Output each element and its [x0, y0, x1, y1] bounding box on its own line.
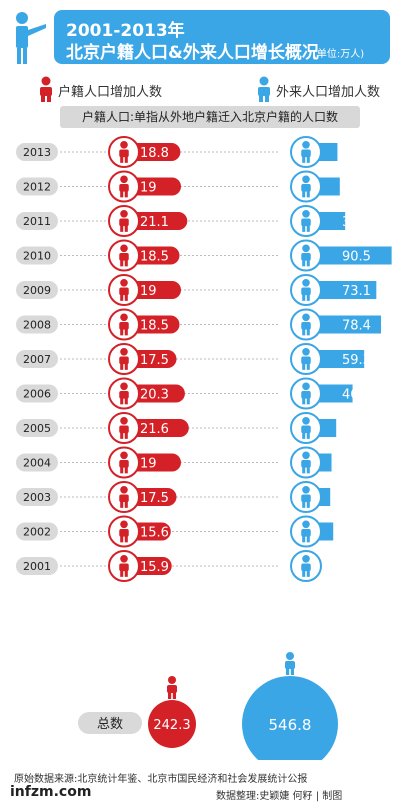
migrant-bar	[312, 246, 392, 265]
year-label: 2003	[23, 491, 51, 504]
year-pill	[16, 281, 58, 299]
migrant-value-label: 59.3	[342, 353, 371, 368]
registered-bar	[124, 419, 189, 437]
registered-value-label: 21.1	[140, 215, 169, 230]
registered-value-label: 18.8	[140, 146, 169, 161]
totals-pill	[78, 712, 142, 734]
row-2003: 2003 17.5 20.7	[16, 481, 371, 513]
migrant-bar	[312, 281, 377, 299]
registered-legend-icon	[40, 76, 52, 102]
migrant-value-label: 37.7	[342, 215, 371, 230]
year-pill	[16, 143, 58, 161]
registered-value-label: 20.3	[140, 388, 169, 403]
year-pill	[16, 212, 58, 230]
registered-value-label: 17.5	[140, 491, 169, 506]
totals-row: 总数 242.3 546.8	[78, 652, 338, 760]
presenter-icon	[16, 12, 46, 64]
title-banner	[54, 10, 390, 64]
year-label: 2008	[23, 319, 51, 332]
migrant-value-label: 46.1	[342, 388, 371, 403]
year-pill	[16, 246, 58, 265]
registered-value-label: 15.9	[140, 560, 169, 575]
year-label: 2012	[23, 181, 51, 194]
registered-value-label: 21.6	[140, 422, 169, 437]
credits: 数据整理:史颖婕 何籽 | 制图	[216, 791, 343, 802]
migrant-value-label: 22.2	[342, 457, 371, 472]
registered-value-label: 19	[140, 284, 157, 299]
migrant-bar	[312, 384, 353, 403]
definition-note: 户籍人口:单指从外地户籍迁入北京户籍的人口数	[60, 106, 360, 128]
title-line-2: 北京户籍人口&外来人口增长概况	[66, 43, 319, 63]
year-pill	[16, 384, 58, 403]
totals-label: 总数	[97, 717, 123, 732]
header: 2001-2013年 北京户籍人口&外来人口增长概况 (单位:万人)	[6, 6, 394, 68]
registered-value-label: 19	[140, 181, 157, 196]
year-pill	[16, 177, 58, 196]
registered-value-label: 19	[140, 457, 157, 472]
row-2010: 2010 18.5 90.5	[16, 239, 392, 272]
row-2006: 2006 20.3 46.1	[16, 377, 371, 410]
year-label: 2010	[23, 250, 51, 263]
year-label: 2002	[23, 526, 51, 539]
year-label: 2013	[23, 146, 51, 159]
migrant-value-label: 20.7	[342, 491, 371, 506]
migrant-value-label: 28.9	[342, 146, 371, 161]
migrant-bar	[312, 350, 365, 368]
title-line-1: 2001-2013年	[66, 21, 185, 41]
year-label: 2005	[23, 422, 51, 435]
migrant-value-label: 31.6	[342, 181, 371, 196]
migrant-legend-icon	[258, 76, 270, 102]
migrant-value-label: 24.1	[342, 526, 371, 541]
row-2009: 2009 19 73.1	[16, 274, 377, 306]
registered-value-label: 18.5	[140, 319, 169, 334]
registered-total-circle	[148, 700, 196, 748]
legend-migrant: 外来人口增加人数	[276, 85, 381, 100]
year-label: 2006	[23, 388, 51, 401]
year-pill	[16, 557, 58, 575]
registered-total-label: 242.3	[153, 718, 190, 733]
row-2001: 2001 15.9 6.7	[16, 550, 363, 582]
year-pill	[16, 453, 58, 472]
year-pill	[16, 315, 58, 334]
row-2005: 2005 21.6 27.5	[16, 412, 371, 444]
migrant-total-circle	[242, 676, 338, 760]
row-2011: 2011 21.1 37.7	[16, 205, 371, 237]
year-label: 2011	[23, 215, 51, 228]
migrant-value-label: 6.7	[342, 560, 363, 575]
row-2007: 2007 17.5 59.3	[16, 343, 371, 375]
legend-registered: 户籍人口增加人数	[58, 85, 163, 100]
year-pill	[16, 419, 58, 437]
row-2002: 2002 15.6 24.1	[16, 515, 371, 548]
year-pill	[16, 522, 58, 541]
year-pill	[16, 488, 58, 506]
row-2012: 2012 19 31.6	[16, 170, 371, 203]
year-pill	[16, 350, 58, 368]
registered-bar	[124, 212, 188, 230]
registered-value-label: 15.6	[140, 526, 169, 541]
year-label: 2009	[23, 284, 51, 297]
source-note: 原始数据来源:北京统计年鉴、北京市国民经济和社会发展统计公报	[14, 774, 308, 785]
migrant-bar	[312, 315, 381, 334]
unit-label: (单位:万人)	[313, 49, 365, 60]
row-2008: 2008 18.5 78.4	[16, 308, 381, 341]
migrant-value-label: 90.5	[342, 250, 371, 265]
year-label: 2007	[23, 353, 51, 366]
migrant-value-label: 27.5	[342, 422, 371, 437]
chart: 2013 18.8 28.9 2012 19 31.6 2011 21.1 37.7 2010 18…	[16, 136, 392, 760]
row-2013: 2013 18.8 28.9	[16, 136, 371, 168]
brand-logo: infzm.com	[10, 784, 92, 800]
registered-value-label: 18.5	[140, 250, 169, 265]
migrant-total-label: 546.8	[269, 716, 312, 734]
migrant-value-label: 78.4	[342, 319, 371, 334]
year-label: 2001	[23, 560, 51, 573]
year-label: 2004	[23, 457, 51, 470]
row-2004: 2004 19 22.2	[16, 446, 371, 479]
migrant-value-label: 73.1	[342, 284, 371, 299]
registered-value-label: 17.5	[140, 353, 169, 368]
